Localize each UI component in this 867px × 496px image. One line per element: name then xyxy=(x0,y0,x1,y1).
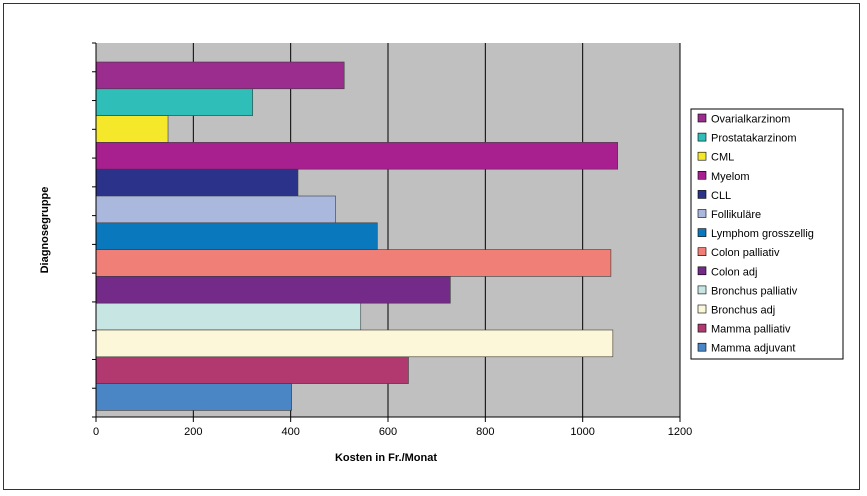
bar xyxy=(95,356,409,384)
x-tick-label: 1000 xyxy=(570,426,594,438)
legend-label: Prostatakarzinom xyxy=(711,133,797,145)
bar xyxy=(95,383,292,411)
bar xyxy=(95,61,345,90)
bar xyxy=(95,249,612,277)
bar xyxy=(95,276,451,304)
legend-label: Mamma palliativ xyxy=(711,324,791,336)
legend-swatch xyxy=(697,151,707,161)
legend-label: CML xyxy=(711,152,734,164)
legend-swatch xyxy=(697,209,707,218)
legend-swatch xyxy=(697,113,707,123)
legend-label: Follikuläre xyxy=(711,209,761,221)
legend-label: Mamma adjuvant xyxy=(711,343,795,355)
bars xyxy=(95,61,619,411)
legend-swatch xyxy=(697,171,707,180)
x-axis-title: Kosten in Fr./Monat xyxy=(335,452,437,464)
legend-swatch xyxy=(697,247,707,256)
bar xyxy=(95,142,619,170)
bar xyxy=(95,168,299,197)
x-tick-label: 800 xyxy=(476,426,494,438)
legend-swatch xyxy=(697,190,707,199)
bar xyxy=(95,222,378,250)
legend-swatch xyxy=(697,342,707,352)
x-tick-label: 600 xyxy=(379,426,397,438)
legend-label: Bronchus palliativ xyxy=(711,285,798,297)
legend-label: Bronchus adj xyxy=(711,305,775,317)
legend: Ovarialkarzinom Prostatakarzinom CML Myelom… xyxy=(690,108,844,360)
legend-swatch xyxy=(697,323,707,333)
x-tick-label: 400 xyxy=(281,426,299,438)
x-tick-label: 200 xyxy=(184,426,202,438)
bar xyxy=(95,329,614,358)
legend-swatch xyxy=(697,132,707,142)
x-tick-label: 0 xyxy=(93,426,99,438)
legend-label: Myelom xyxy=(711,171,750,183)
axes: 0 200 400 600 800 1000 1200 xyxy=(92,42,692,438)
x-tick-label: 1200 xyxy=(668,426,692,438)
legend-label: Lymphom grosszellig xyxy=(711,228,814,240)
legend-swatch xyxy=(697,304,707,314)
bar xyxy=(95,115,169,143)
legend-swatch xyxy=(697,285,707,295)
legend-label: CLL xyxy=(711,190,731,202)
bar xyxy=(95,88,254,116)
legend-swatch xyxy=(697,228,707,237)
legend-swatch xyxy=(697,266,707,276)
y-axis-title: Diagnosegruppe xyxy=(39,187,51,274)
bar xyxy=(95,302,362,331)
legend-label: Ovarialkarzinom xyxy=(711,114,790,126)
bar xyxy=(95,195,336,224)
legend-box xyxy=(690,108,844,360)
legend-label: Colon palliativ xyxy=(711,247,780,259)
legend-label: Colon adj xyxy=(711,266,757,278)
